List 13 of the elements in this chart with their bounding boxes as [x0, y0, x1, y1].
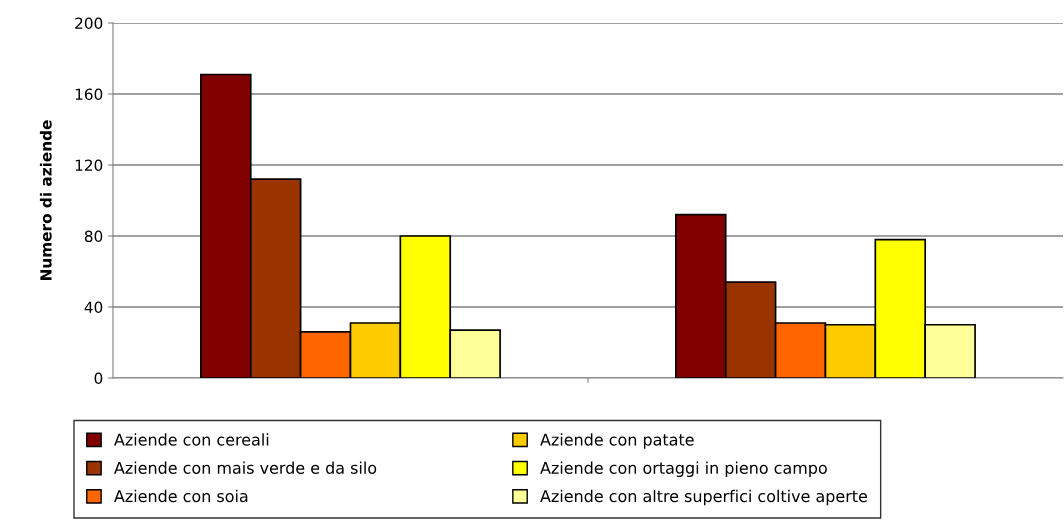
legend-label: Aziende con ortaggi in pieno campo: [540, 461, 827, 477]
legend-label: Aziende con altre superfici coltive aperte: [540, 489, 868, 506]
y-tick-label: 40: [84, 301, 103, 314]
y-tick-label: 0: [94, 372, 103, 385]
legend-label: Aziende con soia: [114, 489, 248, 503]
legend-label: Aziende con patate: [540, 433, 694, 449]
y-tick-label: 80: [84, 230, 103, 243]
legend-label: Aziende con cereali: [114, 433, 269, 446]
y-axis-title: Numero di aziende: [39, 120, 52, 280]
y-tick-label: 120: [75, 159, 103, 172]
y-tick-label: 160: [75, 88, 103, 101]
y-tick-label: 200: [75, 17, 103, 30]
legend-label: Aziende con mais verde e da silo: [114, 461, 377, 474]
